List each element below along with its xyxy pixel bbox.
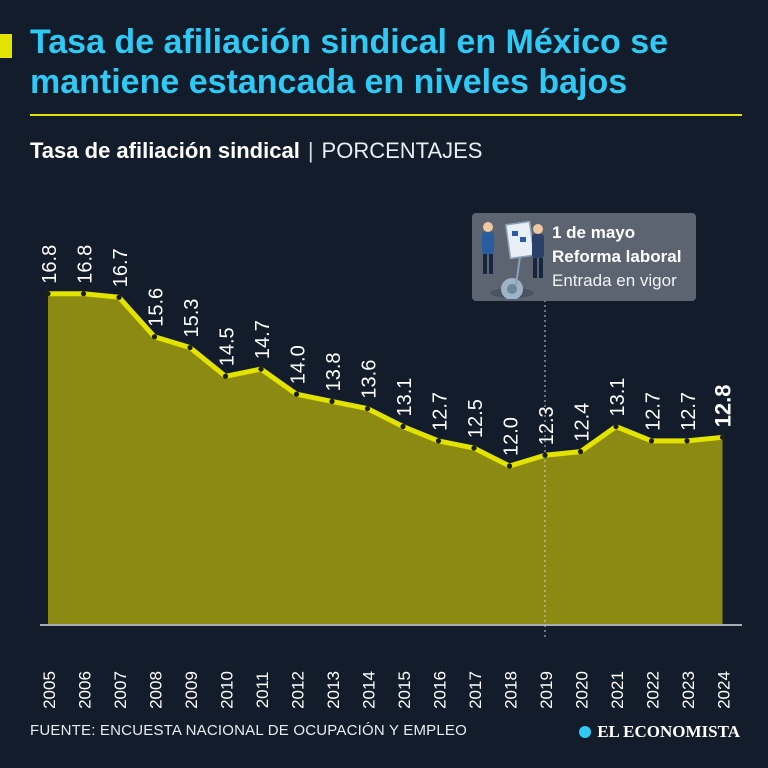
data-label: 13.1 <box>394 378 416 417</box>
data-point <box>471 445 477 451</box>
title-accent-bar <box>0 34 12 58</box>
x-tick-label: 2013 <box>324 671 343 709</box>
data-label: 13.6 <box>359 360 381 399</box>
x-tick-label: 2006 <box>76 671 95 709</box>
data-point <box>719 434 726 440</box>
data-point <box>329 398 335 404</box>
x-tick-label: 2018 <box>502 671 521 709</box>
x-tick-label: 2017 <box>466 671 485 709</box>
title-divider <box>30 114 742 116</box>
data-point <box>258 366 264 372</box>
data-point <box>364 405 371 412</box>
data-point <box>613 423 619 430</box>
x-tick-label: 2009 <box>182 671 201 709</box>
data-point <box>435 438 442 444</box>
x-tick-label: 2007 <box>111 671 130 709</box>
annotation-event: Reforma laboral <box>552 247 682 266</box>
annotation-note: Entrada en vigor <box>552 271 677 290</box>
publisher-logo: EL ECONOMISTA <box>579 722 740 742</box>
data-label: 16.8 <box>75 245 97 284</box>
x-tick-label: 2021 <box>608 671 627 709</box>
brand-mark-icon <box>579 726 592 738</box>
data-point <box>506 463 513 469</box>
data-point <box>116 294 122 300</box>
data-label: 16.8 <box>39 245 61 284</box>
data-point <box>80 291 87 297</box>
x-tick-label: 2011 <box>253 672 272 709</box>
x-tick-label: 2022 <box>644 671 663 709</box>
reform-annotation: 1 de mayo Reforma laboral Entrada en vig… <box>472 213 696 301</box>
data-label: 12.0 <box>501 417 523 456</box>
source-note: FUENTE: ENCUESTA NACIONAL DE OCUPACIÓN Y… <box>30 722 467 739</box>
data-label: 15.3 <box>181 299 203 338</box>
x-tick-label: 2023 <box>679 671 698 709</box>
data-label: 13.1 <box>607 378 629 417</box>
data-point <box>648 438 655 444</box>
x-tick-label: 2016 <box>431 671 450 709</box>
chart-subtitle: Tasa de afiliación sindical | PORCENTAJES <box>30 138 482 164</box>
x-tick-label: 2015 <box>395 671 414 709</box>
data-point <box>222 373 229 379</box>
data-point <box>293 391 300 397</box>
publisher-name: EL ECONOMISTA <box>597 722 740 741</box>
data-point <box>151 334 158 340</box>
data-label: 12.8 <box>711 384 736 427</box>
annotation-date: 1 de mayo <box>552 223 636 242</box>
data-point <box>400 423 406 430</box>
data-label: 12.7 <box>678 392 700 431</box>
data-label: 12.5 <box>465 399 487 438</box>
presentation-illustration <box>482 220 544 299</box>
x-tick-label: 2008 <box>147 671 166 709</box>
x-tick-label: 2012 <box>289 671 308 709</box>
x-tick-label: 2005 <box>40 671 59 709</box>
data-label: 12.7 <box>430 392 452 431</box>
x-tick-label: 2019 <box>537 671 556 709</box>
data-label: 12.4 <box>572 403 594 442</box>
data-point <box>542 452 548 458</box>
x-tick-label: 2020 <box>573 671 592 709</box>
data-label: 12.3 <box>536 406 558 445</box>
subtitle-separator: | <box>307 138 314 163</box>
x-tick-label: 2010 <box>218 671 237 709</box>
subtitle-unit: PORCENTAJES <box>321 138 483 163</box>
data-label: 15.6 <box>146 288 168 327</box>
data-point <box>45 291 51 297</box>
chart-title: Tasa de afiliación sindical en México se… <box>30 23 669 101</box>
area-fill <box>48 293 723 624</box>
data-label: 14.7 <box>252 320 274 359</box>
data-label: 16.7 <box>110 248 132 287</box>
data-label: 13.8 <box>323 352 345 391</box>
data-point <box>187 344 193 351</box>
x-tick-label: 2014 <box>360 671 379 709</box>
data-point <box>684 438 690 444</box>
series-line <box>45 291 725 469</box>
data-point <box>577 449 584 455</box>
data-label: 12.7 <box>643 392 665 431</box>
data-label: 14.0 <box>288 345 310 384</box>
data-label: 14.5 <box>217 327 239 366</box>
subtitle-main: Tasa de afiliación sindical <box>30 138 300 163</box>
x-tick-label: 2024 <box>715 671 734 709</box>
